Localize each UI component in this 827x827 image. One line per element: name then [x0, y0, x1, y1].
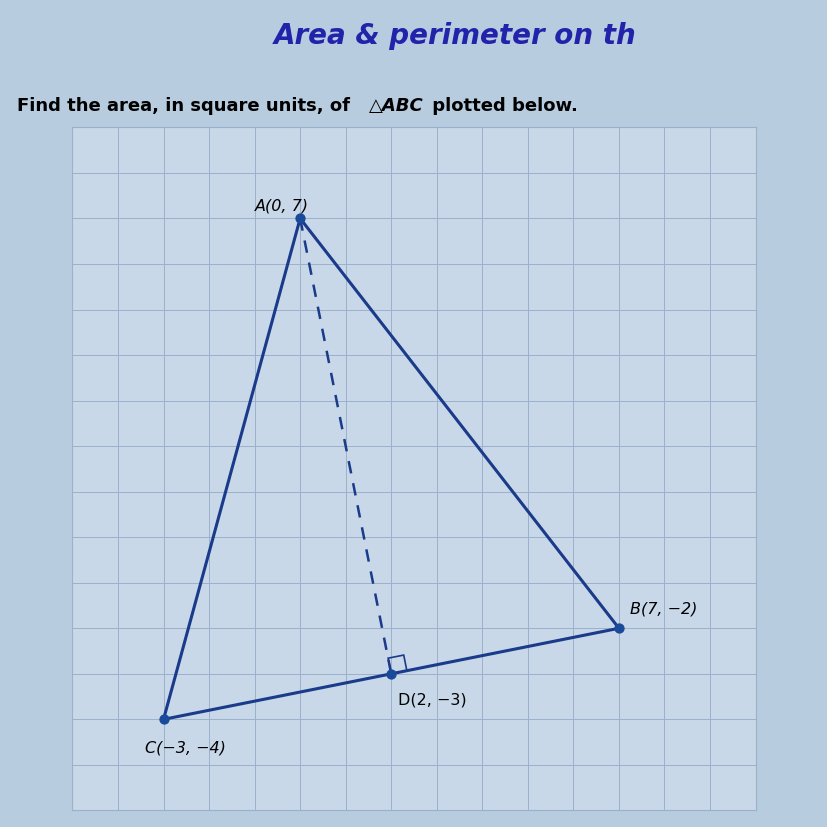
Text: B(7, −2): B(7, −2) [629, 600, 697, 615]
Point [384, 667, 397, 681]
Text: D(2, −3): D(2, −3) [398, 691, 466, 706]
Point [293, 213, 306, 226]
Text: Find the area, in square units, of: Find the area, in square units, of [17, 97, 356, 115]
Text: C(−3, −4): C(−3, −4) [146, 739, 226, 754]
Text: A(0, 7): A(0, 7) [254, 198, 308, 213]
Point [611, 622, 625, 635]
Text: Area & perimeter on th: Area & perimeter on th [274, 22, 636, 50]
Text: △ABC: △ABC [368, 97, 423, 115]
Point [156, 713, 170, 726]
Text: plotted below.: plotted below. [426, 97, 577, 115]
